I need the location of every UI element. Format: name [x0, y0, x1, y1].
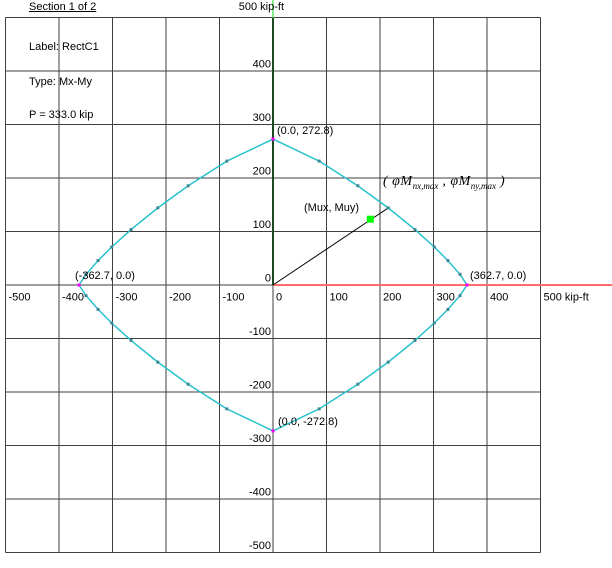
curve-point-marker — [96, 307, 100, 311]
curve-point-marker — [156, 206, 160, 210]
y-axis-tick-labels: 400 300 200 100 0 -100 -200 -300 -400 -500 — [249, 59, 271, 553]
bottom-vertex-annotation: (0.0, -272.8) — [278, 416, 338, 428]
curve-point-marker — [432, 245, 436, 249]
x-tick-label: 400 — [490, 292, 508, 304]
top-vertex-annotation: (0.0, 272.8) — [277, 125, 334, 137]
diagram-type: Type: Mx-My — [29, 76, 92, 88]
left-vertex-annotation: (-362.7, 0.0) — [75, 270, 135, 282]
curve-point-marker — [129, 338, 133, 342]
y-axis-unit-label: 500 kip-ft — [238, 1, 284, 13]
curve-point-marker — [84, 272, 88, 276]
curve-point-marker — [317, 159, 321, 163]
y-tick-label: -200 — [249, 380, 271, 392]
curve-point-marker — [386, 206, 390, 210]
x-tick-label: -400 — [62, 292, 84, 304]
curve-point-marker — [413, 228, 417, 232]
curve-point-marker — [84, 294, 88, 298]
phi-mn-max-annotation: ( φMnx,max , φMny,max ) — [383, 174, 505, 191]
y-tick-label: 300 — [253, 112, 271, 124]
section-indicator: Section 1 of 2 — [29, 1, 97, 13]
curve-point-marker — [446, 259, 450, 263]
curve-point-marker — [96, 259, 100, 263]
right-vertex-annotation: (362.7, 0.0) — [470, 270, 527, 282]
y-tick-label: 0 — [265, 273, 271, 285]
x-tick-label: 300 — [437, 292, 455, 304]
vertex-marker — [465, 283, 469, 287]
axes — [272, 0, 612, 286]
y-tick-label: 200 — [253, 166, 271, 178]
phi-m-y: φM — [450, 174, 471, 189]
curve-point-marker — [225, 159, 229, 163]
curve-point-marker — [356, 184, 360, 188]
phi-label-comma: , — [438, 174, 451, 189]
phi-label-close: ) — [496, 174, 506, 189]
curve-point-marker — [110, 245, 114, 249]
x-tick-label: 100 — [330, 292, 348, 304]
phi-m-x: φM — [392, 174, 413, 189]
phi-label-open: ( — [383, 174, 393, 189]
curve-point-marker — [129, 228, 133, 232]
y-tick-label: 100 — [253, 219, 271, 231]
x-tick-label: 0 — [276, 292, 282, 304]
x-tick-label: 200 — [383, 292, 401, 304]
column-label: Label: RectC1 — [29, 41, 99, 53]
curve-point-marker — [458, 272, 462, 276]
axial-load-value: P = 333.0 kip — [29, 109, 94, 121]
mux-muy-point — [366, 215, 374, 223]
curve-point-marker — [186, 184, 190, 188]
y-tick-label: -100 — [249, 326, 271, 338]
y-tick-label: -500 — [249, 540, 271, 552]
curve-point-marker — [432, 321, 436, 325]
y-tick-label: 400 — [253, 59, 271, 71]
curve-markers — [77, 137, 469, 433]
curve-point-marker — [317, 407, 321, 411]
curve-point-marker — [356, 382, 360, 386]
phi-sub-x: nx,max — [412, 180, 439, 191]
curve-point-marker — [386, 360, 390, 364]
vertex-marker — [77, 283, 81, 287]
curve-point-marker — [458, 294, 462, 298]
x-tick-label: -500 — [9, 292, 31, 304]
y-tick-label: -300 — [249, 433, 271, 445]
curve-point-marker — [446, 307, 450, 311]
vertex-marker — [271, 429, 275, 433]
x-tick-label: -100 — [223, 292, 245, 304]
x-tick-label: 500 kip-ft — [544, 292, 589, 304]
curve-point-marker — [156, 360, 160, 364]
curve-point-marker — [110, 321, 114, 325]
curve-point-marker — [413, 338, 417, 342]
x-tick-label: -200 — [169, 292, 191, 304]
x-axis-tick-labels: -500 -400 -300 -200 -100 0 100 200 300 400 500 kip… — [9, 292, 589, 304]
curve-point-marker — [225, 407, 229, 411]
vertex-marker — [271, 137, 275, 141]
load-point-marker — [366, 215, 374, 223]
load-point-annotation: (Mux, Muy) — [304, 202, 359, 214]
curve-point-marker — [186, 382, 190, 386]
x-tick-label: -300 — [116, 292, 138, 304]
phi-sub-y: ny,max — [470, 180, 497, 191]
y-tick-label: -400 — [249, 487, 271, 499]
